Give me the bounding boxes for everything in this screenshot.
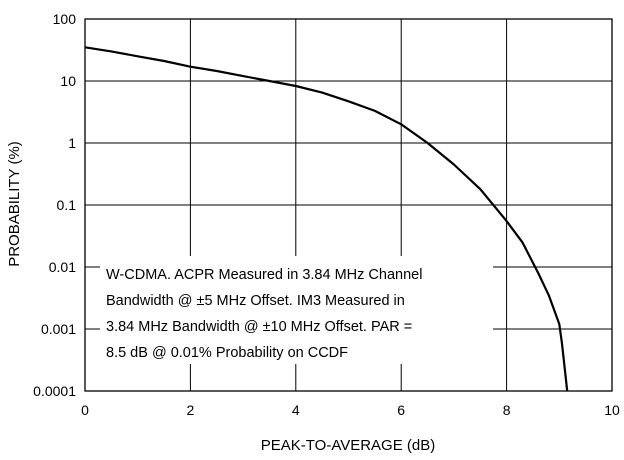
plot-frame: [84, 18, 613, 392]
y-axis-label: PROBABILITY (%): [6, 141, 23, 267]
y-tick-label: 0.001: [41, 321, 76, 337]
ccdf-curve: [84, 46, 569, 392]
annotation-box: W-CDMA. ACPR Measured in 3.84 MHz Channe…: [100, 256, 493, 364]
annotation-line-3: 3.84 MHz Bandwidth @ ±10 MHz Offset. PAR…: [106, 319, 412, 335]
annotation-background: [100, 256, 493, 364]
annotation-line-4: 8.5 dB @ 0.01% Probability on CCDF: [106, 345, 348, 361]
x-tick-label: 6: [397, 402, 405, 418]
x-tick-label: 0: [81, 402, 89, 418]
y-tick-label: 1: [68, 135, 76, 151]
x-tick-label: 10: [604, 402, 620, 418]
y-axis-ticks: 100 10 1 0.1 0.01 0.001 0.0001: [33, 11, 76, 399]
y-tick-label: 0.01: [49, 259, 76, 275]
annotation-line-1: W-CDMA. ACPR Measured in 3.84 MHz Channe…: [106, 267, 422, 283]
x-tick-label: 4: [292, 402, 300, 418]
x-tick-label: 2: [187, 402, 195, 418]
x-tick-label: 8: [503, 402, 511, 418]
x-axis-label: PEAK-TO-AVERAGE (dB): [261, 437, 436, 454]
x-axis-ticks: 0 2 4 6 8 10: [81, 402, 620, 418]
y-tick-label: 0.1: [57, 197, 77, 213]
y-tick-label: 100: [53, 11, 77, 27]
y-tick-label: 10: [60, 73, 76, 89]
annotation-line-2: Bandwidth @ ±5 MHz Offset. IM3 Measured …: [106, 293, 405, 309]
y-tick-label: 0.0001: [33, 383, 76, 399]
